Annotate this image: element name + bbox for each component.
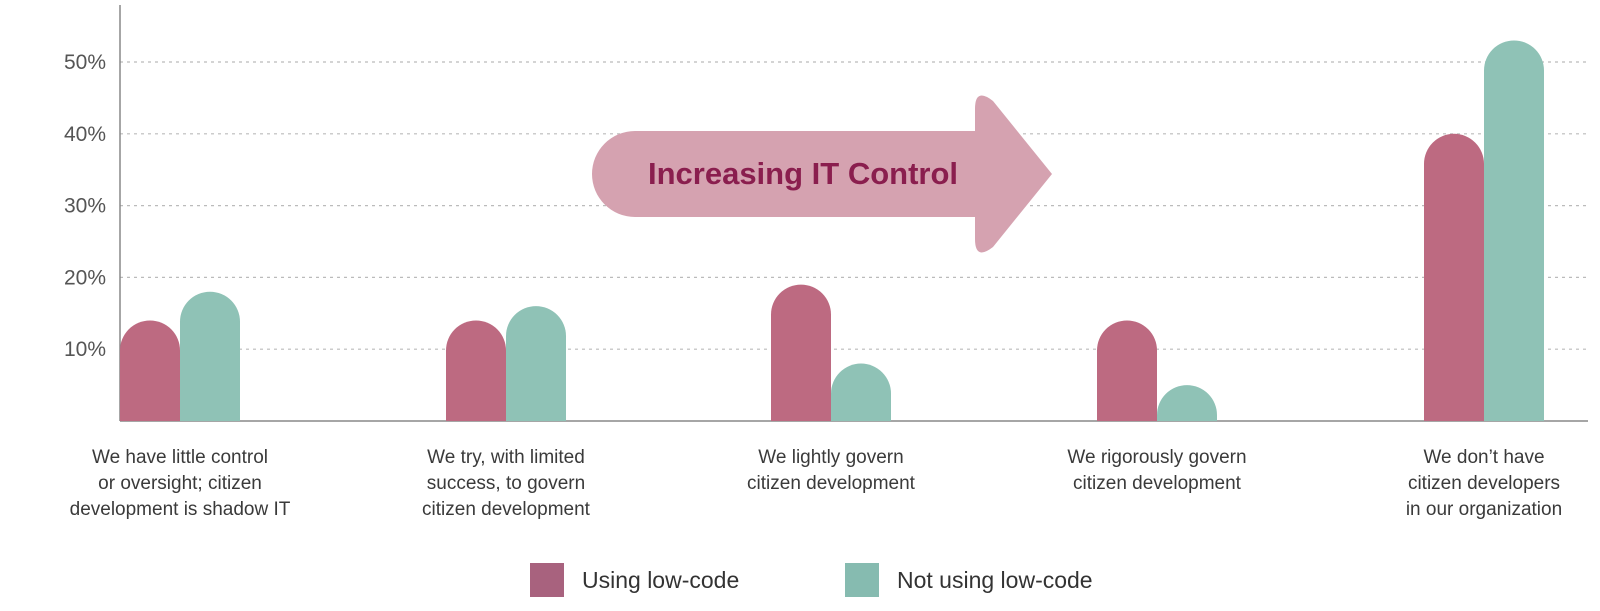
bar-not-using-low-code: [1484, 40, 1544, 422]
y-tick-label: 10%: [64, 338, 106, 361]
x-category-label-line: citizen development: [1073, 473, 1241, 494]
x-category-label-line: We have little control: [91, 447, 268, 468]
annotation-arrow-label: Increasing IT Control: [647, 156, 959, 191]
x-category-label-line: development is shadow IT: [69, 499, 291, 520]
increasing-control-arrow: [592, 95, 1052, 253]
bar-using-low-code: [120, 320, 180, 421]
x-category-label-line: We don’t have: [1423, 447, 1545, 468]
legend-item-not-using: Not using low-code: [845, 563, 1093, 597]
legend-label-not-using: Not using low-code: [897, 566, 1093, 593]
bar-not-using-low-code: [180, 291, 240, 421]
y-tick-label: 30%: [64, 195, 106, 218]
x-category-label-line: in our organization: [1405, 499, 1563, 520]
x-category-label: We don’t have citizen developers in our or…: [1354, 445, 1600, 523]
x-category-label-line: or oversight; citizen: [98, 473, 262, 494]
legend-swatch-not-using: [845, 563, 879, 597]
x-category-label: We have little control or oversight; citi…: [50, 445, 310, 523]
legend-label-using: Using low-code: [582, 566, 740, 593]
y-tick-label: 20%: [64, 266, 106, 289]
x-category-label-line: We lightly govern: [758, 447, 904, 468]
bar-using-low-code: [1097, 320, 1157, 421]
x-category-label-line: citizen development: [747, 473, 915, 494]
x-category-label-line: We try, with limited: [427, 447, 585, 468]
bar-using-low-code: [771, 284, 831, 421]
y-tick-label: 50%: [64, 51, 106, 74]
y-tick-label: 40%: [64, 123, 106, 146]
x-category-label-line: success, to govern: [426, 473, 586, 494]
legend-item-using: Using low-code: [530, 563, 739, 597]
x-category-label-line: citizen developers: [1407, 473, 1561, 494]
bar-using-low-code: [1424, 133, 1484, 421]
bar-not-using-low-code: [506, 306, 566, 421]
x-category-label: We lightly govern citizen development: [701, 445, 961, 497]
x-category-label: We rigorously govern citizen development: [1027, 445, 1287, 497]
x-category-label-line: citizen development: [422, 499, 590, 520]
bar-not-using-low-code: [1157, 385, 1217, 421]
x-category-label-line: We rigorously govern: [1067, 447, 1247, 468]
legend-swatch-using: [530, 563, 564, 597]
bar-not-using-low-code: [831, 363, 891, 421]
bar-using-low-code: [446, 320, 506, 421]
x-category-label: We try, with limited success, to govern ci…: [376, 445, 636, 523]
legend: Using low-code Not using low-code: [0, 563, 1600, 603]
